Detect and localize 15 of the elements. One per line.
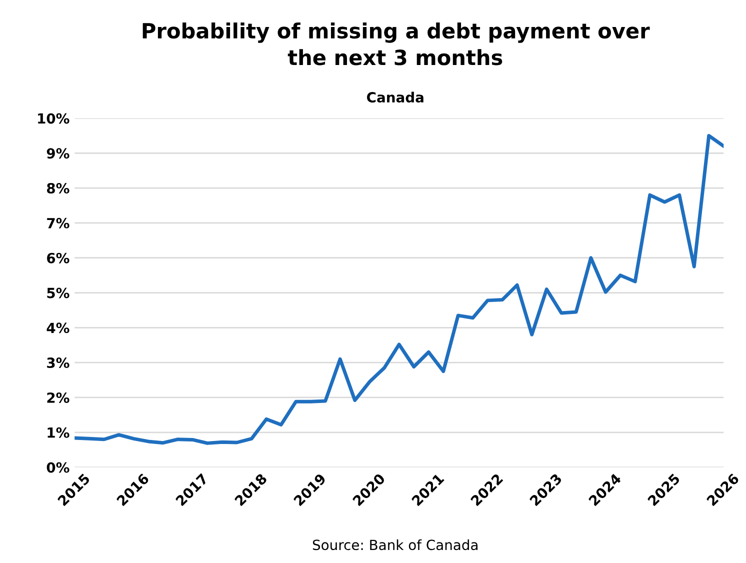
y-tick-label: 8%: [47, 183, 70, 194]
chart-title: Probability of missing a debt payment over the next 3 months: [142, 22, 650, 66]
source-note: Source: Bank of Canada: [312, 539, 478, 550]
y-tick-label: 5%: [47, 288, 70, 298]
y-tick-label: 7%: [47, 218, 70, 228]
y-tick-label: 10%: [38, 113, 70, 124]
y-tick-label: 4%: [46, 322, 70, 334]
y-tick-label: 3%: [47, 358, 70, 368]
y-tick-label: 1%: [48, 427, 70, 438]
y-tick-label: 0%: [46, 462, 70, 473]
y-tick-label: 9%: [46, 148, 70, 159]
chart-subtitle: Canada: [367, 92, 424, 103]
y-tick-label: 6%: [47, 252, 70, 264]
y-tick-label: 2%: [47, 392, 70, 403]
line-series: [74, 134, 724, 445]
